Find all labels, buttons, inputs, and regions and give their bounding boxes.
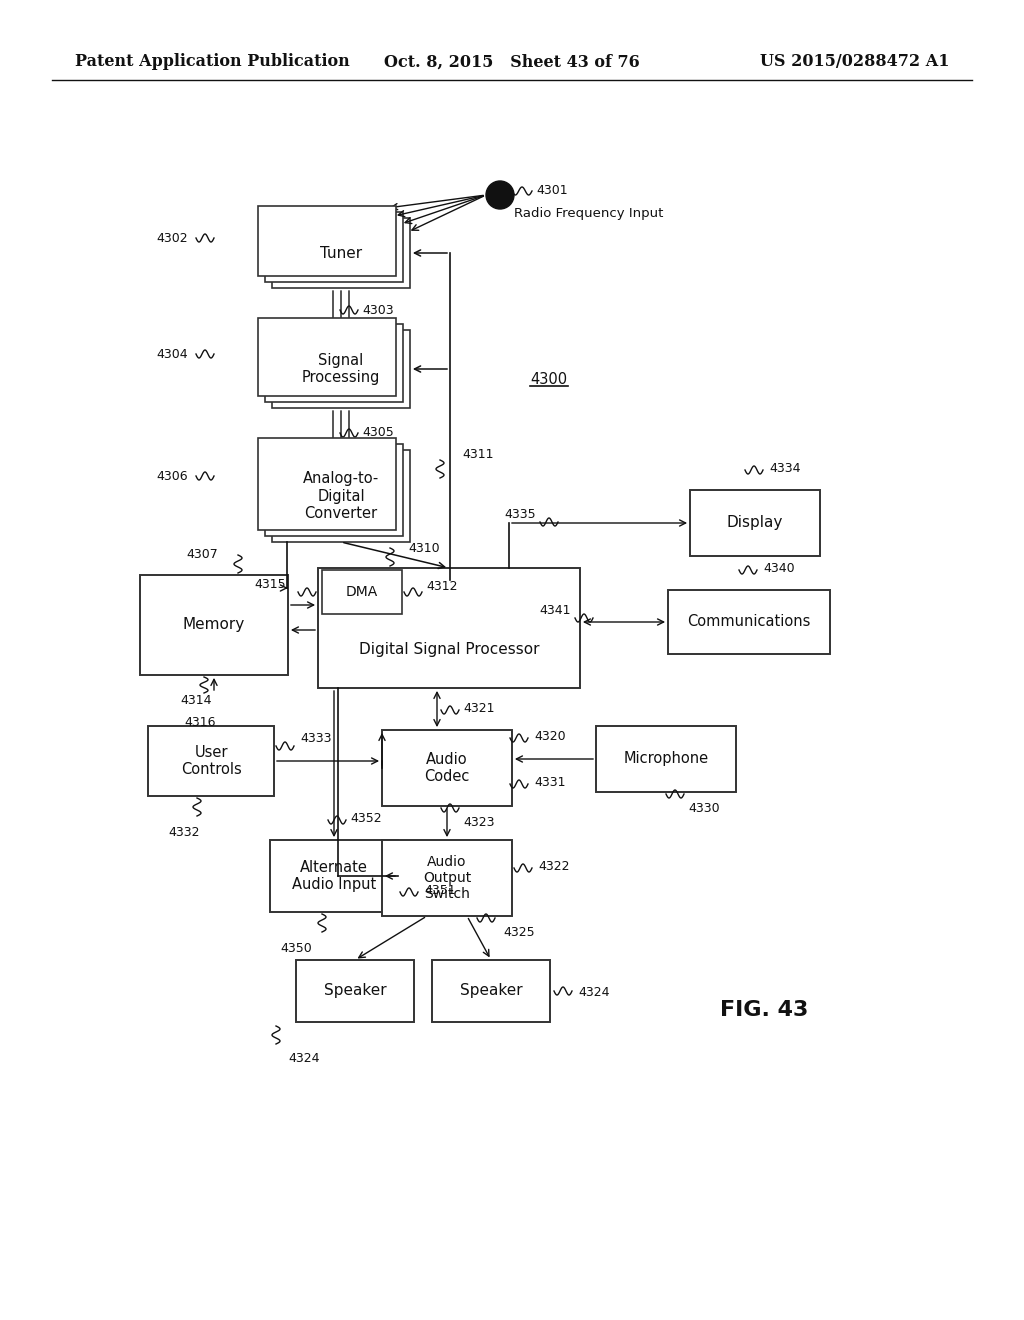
Text: Radio Frequency Input: Radio Frequency Input <box>514 206 664 219</box>
Text: 4314: 4314 <box>180 694 212 708</box>
Text: Oct. 8, 2015   Sheet 43 of 76: Oct. 8, 2015 Sheet 43 of 76 <box>384 54 640 70</box>
Text: Memory: Memory <box>183 618 245 632</box>
Text: Microphone: Microphone <box>624 751 709 767</box>
Text: 4334: 4334 <box>769 462 801 474</box>
Text: 4332: 4332 <box>168 825 200 838</box>
Text: 4303: 4303 <box>362 304 393 317</box>
Text: 4324: 4324 <box>288 1052 319 1064</box>
Text: 4316: 4316 <box>184 717 216 730</box>
Bar <box>690 490 820 556</box>
Text: 4306: 4306 <box>157 470 188 483</box>
Bar <box>668 590 830 653</box>
Text: 4351: 4351 <box>424 883 456 896</box>
Text: 4330: 4330 <box>688 801 720 814</box>
Text: 4324: 4324 <box>578 986 609 999</box>
Bar <box>258 438 396 531</box>
Text: 4325: 4325 <box>503 925 535 939</box>
Text: 4312: 4312 <box>426 579 458 593</box>
Text: User
Controls: User Controls <box>180 744 242 777</box>
Text: 4333: 4333 <box>300 731 332 744</box>
Text: FIG. 43: FIG. 43 <box>720 1001 808 1020</box>
Circle shape <box>486 181 514 209</box>
Text: 4320: 4320 <box>534 730 565 742</box>
Text: 4340: 4340 <box>763 561 795 574</box>
Bar <box>258 206 396 276</box>
Text: 4321: 4321 <box>463 701 495 714</box>
Text: US 2015/0288472 A1: US 2015/0288472 A1 <box>761 54 950 70</box>
Text: Alternate
Audio Input: Alternate Audio Input <box>292 859 376 892</box>
Bar <box>432 960 550 1022</box>
Text: Tuner: Tuner <box>319 246 362 260</box>
Bar <box>265 323 403 403</box>
Text: 4304: 4304 <box>157 347 188 360</box>
Bar <box>148 726 274 796</box>
Bar <box>318 568 580 688</box>
Text: Speaker: Speaker <box>460 983 522 998</box>
Text: 4331: 4331 <box>534 776 565 788</box>
Bar <box>296 960 414 1022</box>
Bar <box>272 330 410 408</box>
Bar <box>265 444 403 536</box>
Bar <box>596 726 736 792</box>
Bar <box>382 730 512 807</box>
Text: 4341: 4341 <box>540 603 571 616</box>
Text: Communications: Communications <box>687 615 811 630</box>
Text: Display: Display <box>727 516 783 531</box>
Text: 4311: 4311 <box>462 449 494 462</box>
Bar <box>272 450 410 543</box>
Text: 4350: 4350 <box>280 941 311 954</box>
Text: 4302: 4302 <box>157 231 188 244</box>
Text: 4310: 4310 <box>408 541 439 554</box>
Text: 4300: 4300 <box>530 372 567 388</box>
Bar <box>140 576 288 675</box>
Text: DMA: DMA <box>346 585 378 599</box>
Text: Audio
Output
Switch: Audio Output Switch <box>423 855 471 902</box>
Bar <box>322 570 402 614</box>
Text: Patent Application Publication: Patent Application Publication <box>75 54 350 70</box>
Text: 4322: 4322 <box>538 859 569 873</box>
Bar <box>272 218 410 288</box>
Text: Digital Signal Processor: Digital Signal Processor <box>358 642 540 657</box>
Text: 4307: 4307 <box>186 549 218 561</box>
Bar <box>265 213 403 282</box>
Text: 4352: 4352 <box>350 812 382 825</box>
Bar <box>258 318 396 396</box>
Text: Signal
Processing: Signal Processing <box>302 352 380 385</box>
Text: Analog-to-
Digital
Converter: Analog-to- Digital Converter <box>303 471 379 521</box>
Text: Speaker: Speaker <box>324 983 386 998</box>
Text: 4335: 4335 <box>505 507 536 520</box>
Bar <box>270 840 398 912</box>
Text: 4305: 4305 <box>362 426 394 440</box>
Bar <box>382 840 512 916</box>
Text: 4315: 4315 <box>254 578 286 591</box>
Text: Audio
Codec: Audio Codec <box>424 752 470 784</box>
Text: 4301: 4301 <box>536 185 567 198</box>
Text: 4323: 4323 <box>463 816 495 829</box>
